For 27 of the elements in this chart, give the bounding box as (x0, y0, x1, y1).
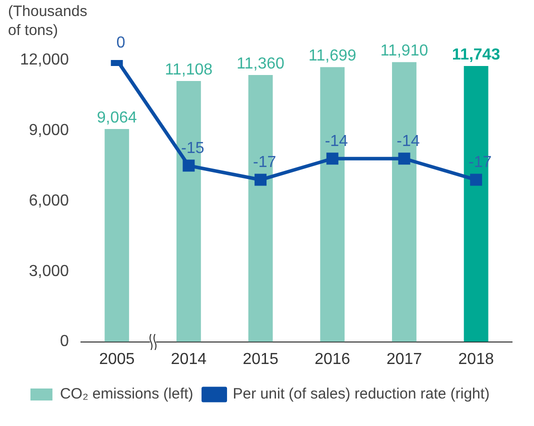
x-tick-label: 2005 (99, 350, 135, 368)
point (398, 152, 410, 165)
data-label: 11,108 (164, 61, 213, 78)
data-label: 11,699 (308, 47, 356, 64)
y-tick-label: 3,000 (28, 262, 70, 280)
legend-label: CO₂ emissions (left) (60, 386, 194, 403)
point (254, 174, 267, 186)
x-tick-label: 2015 (242, 350, 278, 368)
point (326, 152, 338, 165)
data-label: 11,360 (236, 55, 285, 72)
x-tick-label: 2017 (386, 350, 422, 368)
x-tick-label: 2018 (458, 350, 494, 368)
data-label: 0 (116, 34, 126, 52)
point (470, 174, 482, 186)
data-label: 11,910 (380, 42, 428, 60)
x-tick-label: 2014 (170, 350, 207, 368)
y-tick-label: 12,000 (20, 51, 70, 68)
y-tick-label: 9,000 (28, 122, 70, 139)
y-tick-label: 6,000 (28, 192, 70, 210)
bar (104, 128, 130, 342)
y-tick-label: 0 (60, 333, 70, 350)
point (182, 160, 195, 172)
x-tick-label: 2016 (314, 350, 350, 368)
data-label: 11,743 (452, 46, 500, 64)
y-axis-title: (Thousands of tons) (8, 2, 88, 40)
legend-label: Per unit (of sales) reduction rate (right) (232, 386, 490, 403)
data-label: 9,064 (96, 109, 137, 126)
